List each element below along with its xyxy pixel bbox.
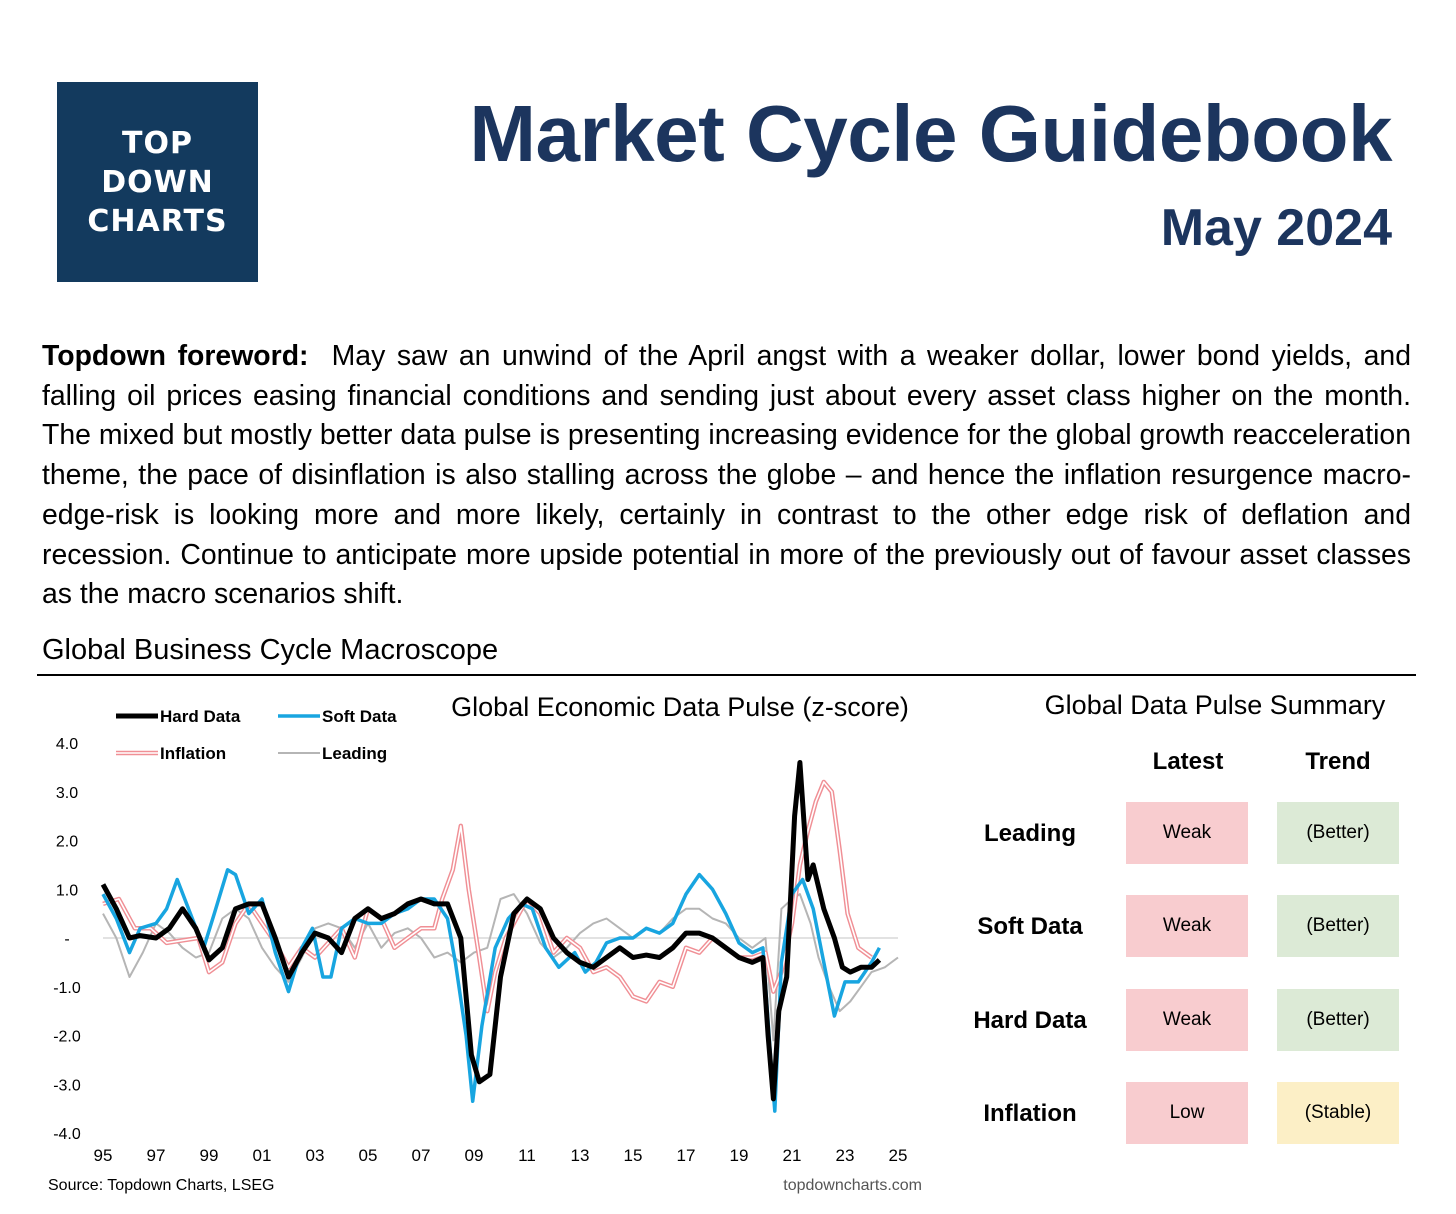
y-tick-label: 4.0 (56, 736, 78, 753)
chart-watermark: topdowncharts.com (783, 1177, 922, 1194)
foreword-paragraph: Topdown foreword: May saw an unwind of t… (42, 337, 1411, 615)
summary-trend-cell: (Better) (1277, 802, 1399, 864)
x-tick-label: 99 (200, 1146, 219, 1165)
logo-line-2: DOWN (101, 164, 214, 200)
section-divider (37, 674, 1416, 676)
x-tick-label: 21 (783, 1146, 802, 1165)
legend-label-hard-data: Hard Data (160, 707, 241, 726)
legend-label-leading: Leading (322, 744, 387, 763)
x-tick-label: 01 (253, 1146, 272, 1165)
logo-line-1: TOP (122, 125, 193, 161)
y-tick-label: 1.0 (56, 882, 78, 899)
foreword-text: May saw an unwind of the April angst wit… (42, 340, 1411, 611)
summary-row-label: Hard Data (973, 1007, 1087, 1034)
logo-line-3: CHARTS (87, 203, 228, 239)
summary-latest-cell: Low (1126, 1082, 1248, 1144)
x-tick-label: 13 (571, 1146, 590, 1165)
summary-title: Global Data Pulse Summary (1044, 690, 1386, 720)
y-tick-label: -1.0 (53, 980, 81, 997)
page-subtitle-date: May 2024 (1160, 199, 1392, 257)
y-tick-label: -2.0 (53, 1029, 81, 1046)
summary-trend-cell: (Better) (1277, 989, 1399, 1051)
x-tick-label: 97 (147, 1146, 166, 1165)
summary-col-trend: Trend (1305, 748, 1371, 775)
topdown-charts-logo: TOP DOWN CHARTS (57, 82, 258, 282)
y-tick-label: -3.0 (53, 1077, 81, 1094)
x-tick-label: 17 (677, 1146, 696, 1165)
y-tick-label: 3.0 (56, 785, 78, 802)
summary-latest-cell: Weak (1126, 895, 1248, 957)
y-tick-label: - (64, 931, 69, 948)
x-tick-label: 05 (359, 1146, 378, 1165)
x-tick-label: 07 (412, 1146, 431, 1165)
x-tick-label: 23 (836, 1146, 855, 1165)
page-title: Market Cycle Guidebook (469, 89, 1392, 178)
summary-col-latest: Latest (1152, 748, 1224, 775)
x-tick-label: 11 (518, 1146, 536, 1165)
summary-trend-cell: (Better) (1277, 895, 1399, 957)
y-tick-label: 2.0 (56, 834, 78, 851)
section-title: Global Business Cycle Macroscope (42, 634, 499, 666)
foreword-label: Topdown foreword: (42, 340, 309, 372)
x-tick-label: 15 (624, 1146, 643, 1165)
x-tick-label: 03 (306, 1146, 325, 1165)
series-line-inflation-inner (102, 781, 872, 1012)
x-tick-label: 09 (465, 1146, 484, 1165)
summary-trend-cell: (Stable) (1277, 1082, 1399, 1144)
chart-source: Source: Topdown Charts, LSEG (48, 1177, 275, 1194)
summary-row-label: Leading (983, 820, 1076, 847)
legend-label-inflation: Inflation (160, 744, 226, 763)
x-tick-label: 95 (94, 1146, 113, 1165)
summary-row-label: Inflation (983, 1100, 1077, 1127)
summary-latest-cell: Weak (1126, 802, 1248, 864)
x-tick-label: 19 (730, 1146, 749, 1165)
summary-latest-cell: Weak (1126, 989, 1248, 1051)
chart-title: Global Economic Data Pulse (z-score) (451, 692, 909, 722)
summary-row-label: Soft Data (977, 913, 1083, 940)
data-pulse-chart: 4.0 3.0 2.0 1.0 - -1.0 -2.0 -3.0 -4.0 95 97 99 01 03 0… (48, 692, 922, 1194)
series-line-hard-data (100, 760, 882, 1102)
legend-label-soft-data: Soft Data (322, 707, 397, 726)
y-tick-label: -4.0 (53, 1126, 81, 1143)
x-tick-label: 25 (889, 1146, 908, 1165)
